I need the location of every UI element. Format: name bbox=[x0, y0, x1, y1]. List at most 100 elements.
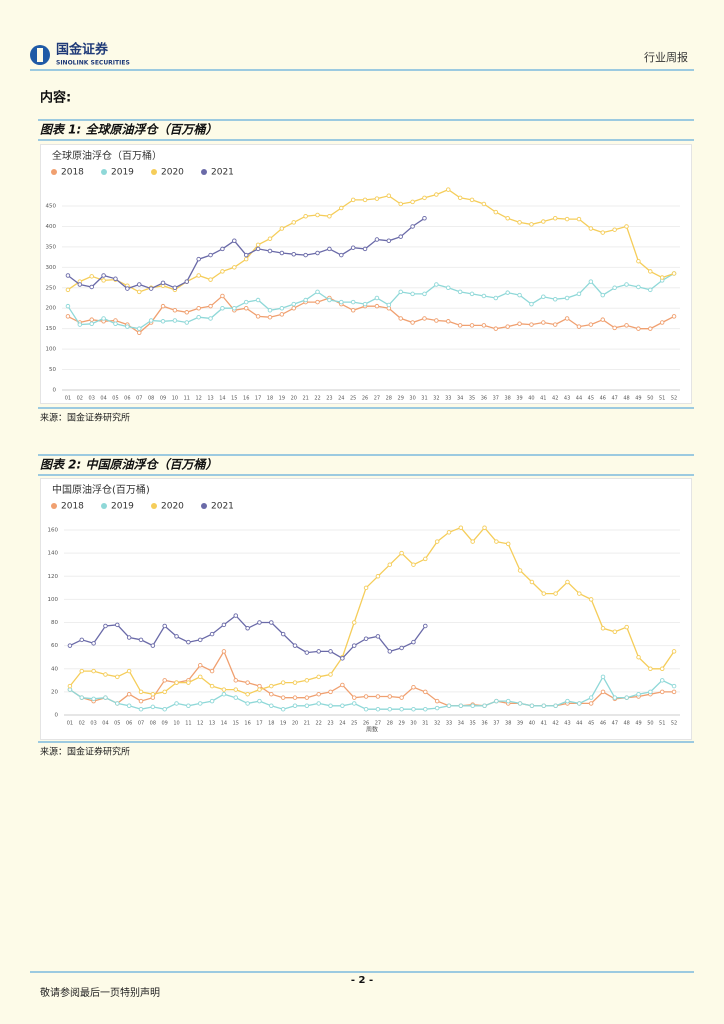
data-point bbox=[470, 539, 475, 544]
data-point bbox=[517, 321, 522, 327]
data-point bbox=[269, 703, 274, 708]
legend-swatch bbox=[101, 503, 107, 509]
data-point bbox=[399, 706, 404, 712]
data-point bbox=[482, 525, 487, 530]
data-point bbox=[208, 316, 213, 321]
data-point bbox=[209, 631, 215, 637]
data-point bbox=[375, 694, 381, 699]
data-point bbox=[220, 293, 225, 299]
data-point bbox=[172, 308, 178, 313]
series-line bbox=[67, 295, 675, 334]
legend-swatch bbox=[201, 169, 207, 175]
data-point bbox=[303, 297, 308, 303]
data-point bbox=[423, 706, 428, 712]
data-point bbox=[184, 320, 190, 325]
data-point bbox=[588, 695, 594, 700]
x-tick-label: 17 bbox=[255, 396, 261, 402]
data-point bbox=[541, 320, 546, 325]
data-point bbox=[458, 703, 464, 708]
chart: 全球原油浮仓（百万桶）2018 2019 2020 20210501001502002… bbox=[40, 144, 692, 404]
data-point bbox=[398, 201, 403, 207]
series-line bbox=[67, 188, 675, 293]
x-tick-label: 06 bbox=[124, 396, 130, 402]
data-point bbox=[469, 197, 475, 203]
data-point bbox=[162, 623, 167, 629]
data-point bbox=[197, 674, 203, 680]
data-point bbox=[196, 305, 201, 311]
x-tick-label: 34 bbox=[457, 396, 463, 402]
x-tick-label: 43 bbox=[564, 721, 570, 727]
data-point bbox=[196, 314, 201, 320]
data-point bbox=[648, 287, 653, 293]
data-point bbox=[115, 622, 120, 628]
data-point bbox=[350, 245, 356, 250]
data-point bbox=[446, 187, 451, 192]
data-point bbox=[138, 689, 144, 695]
x-tick-label: 25 bbox=[351, 721, 357, 727]
y-tick-label: 80 bbox=[51, 620, 58, 626]
x-tick-label: 39 bbox=[516, 396, 522, 402]
data-point bbox=[243, 256, 249, 262]
x-tick-label: 11 bbox=[184, 396, 190, 402]
data-point bbox=[482, 703, 487, 708]
data-point bbox=[564, 216, 570, 222]
x-tick-label: 35 bbox=[470, 721, 476, 727]
data-point bbox=[387, 562, 393, 567]
series-line bbox=[69, 526, 675, 695]
data-point bbox=[303, 213, 308, 219]
x-tick-label: 42 bbox=[552, 721, 558, 727]
y-tick-label: 20 bbox=[51, 689, 58, 695]
x-tick-label: 18 bbox=[267, 396, 273, 402]
x-tick-label: 10 bbox=[172, 396, 178, 402]
data-point bbox=[65, 314, 71, 319]
data-point bbox=[458, 525, 464, 530]
x-tick-label: 36 bbox=[481, 721, 487, 727]
data-point bbox=[505, 541, 511, 547]
legend-label: 2018 bbox=[61, 168, 84, 178]
x-tick-label: 43 bbox=[564, 396, 570, 402]
data-point bbox=[138, 698, 144, 704]
x-tick-label: 07 bbox=[136, 396, 142, 402]
data-point bbox=[577, 701, 582, 706]
data-point bbox=[457, 195, 463, 201]
legend-swatch bbox=[51, 169, 57, 175]
y-tick-label: 100 bbox=[46, 347, 57, 353]
data-point bbox=[316, 691, 321, 697]
data-point bbox=[375, 634, 381, 639]
data-point bbox=[374, 303, 380, 309]
data-point bbox=[327, 213, 332, 219]
data-point bbox=[79, 637, 85, 643]
data-point bbox=[363, 694, 369, 699]
figure-heading: 图表 1: 全球原油浮仓（百万桶） bbox=[40, 123, 218, 137]
data-point bbox=[351, 695, 357, 700]
data-point bbox=[553, 591, 558, 596]
data-point bbox=[541, 219, 546, 224]
x-tick-label: 47 bbox=[612, 721, 618, 727]
data-point bbox=[279, 250, 285, 256]
x-tick-label: 26 bbox=[363, 721, 369, 727]
x-tick-label: 03 bbox=[89, 396, 95, 402]
x-tick-label: 34 bbox=[458, 721, 464, 727]
data-point bbox=[636, 691, 641, 697]
data-point bbox=[422, 316, 427, 321]
data-point bbox=[576, 324, 582, 329]
x-tick-label: 38 bbox=[505, 721, 511, 727]
y-tick-label: 250 bbox=[46, 285, 57, 291]
data-point bbox=[340, 656, 345, 661]
x-tick-label: 21 bbox=[304, 721, 310, 727]
x-tick-label: 13 bbox=[209, 721, 215, 727]
data-point bbox=[386, 302, 392, 308]
data-point bbox=[172, 285, 178, 291]
legend-label: 2018 bbox=[61, 502, 84, 512]
data-point bbox=[529, 301, 534, 307]
data-point bbox=[410, 224, 415, 229]
x-tick-label: 22 bbox=[316, 721, 322, 727]
data-point bbox=[138, 706, 144, 712]
data-point bbox=[291, 220, 296, 225]
data-point bbox=[434, 282, 439, 287]
data-point bbox=[91, 641, 96, 646]
data-point bbox=[174, 680, 179, 685]
legend-label: 2019 bbox=[111, 168, 134, 178]
y-tick-label: 200 bbox=[46, 306, 57, 312]
data-point bbox=[648, 666, 653, 671]
